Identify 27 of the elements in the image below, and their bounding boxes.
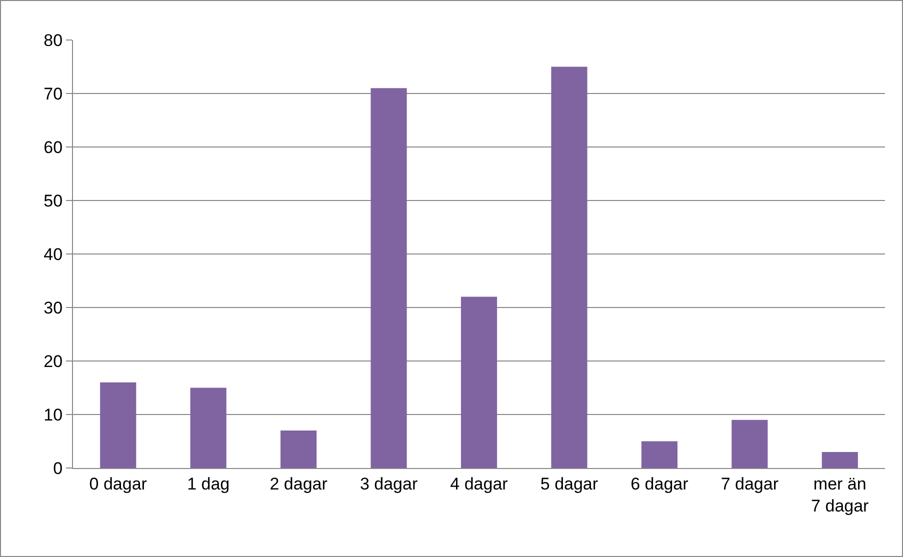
y-tick-label: 60 xyxy=(44,138,63,157)
x-tick-label: 5 dagar xyxy=(540,474,598,494)
bar xyxy=(460,296,498,468)
y-tick-label: 80 xyxy=(44,30,63,50)
y-tick-label: 30 xyxy=(44,298,63,318)
x-tick-label: 7 dagar xyxy=(720,474,779,494)
bar xyxy=(190,388,226,468)
x-tick-label: 2 dagar xyxy=(270,474,328,494)
y-tick-label: 40 xyxy=(44,244,63,264)
x-tick-label: 4 dagar xyxy=(450,474,508,494)
x-tick-label: 0 dagar xyxy=(89,474,148,494)
y-tick-label: 50 xyxy=(44,191,63,210)
x-tick-label: 3 dagar xyxy=(360,474,418,494)
bar xyxy=(100,382,136,468)
bar xyxy=(370,88,407,468)
x-tick-label: mer än 7 dagar xyxy=(811,474,870,516)
bar xyxy=(732,420,768,468)
bar xyxy=(551,66,588,468)
x-tick-label: 6 dagar xyxy=(630,474,689,494)
y-tick-label: 70 xyxy=(44,84,63,104)
y-tick-label: 20 xyxy=(44,352,63,371)
bar xyxy=(280,430,317,468)
y-tick-label: 10 xyxy=(44,405,63,424)
bar xyxy=(822,452,858,468)
y-tick-label: 0 xyxy=(53,458,63,478)
bar xyxy=(641,441,678,468)
x-tick-label: 1 dag xyxy=(187,474,230,494)
